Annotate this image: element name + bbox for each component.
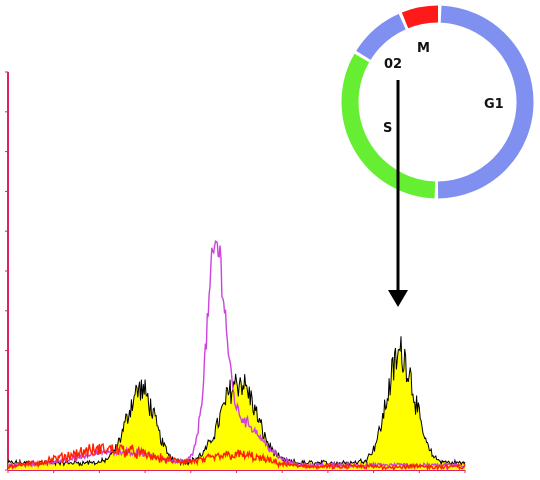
axis-ticks (5, 71, 466, 473)
cell-cycle-ring: M G1 S 02 (341, 5, 534, 199)
m-phase-label: M (417, 41, 430, 56)
s-phase-label: S (383, 121, 392, 136)
series-0-area (8, 336, 465, 470)
g1-phase-arc (437, 5, 534, 199)
arrow-head (388, 290, 408, 307)
histogram-plot (5, 71, 466, 473)
g1-phase-label: G1 (484, 97, 504, 112)
s-phase-arc (341, 53, 436, 199)
series-2-line (7, 443, 466, 472)
g2-phase-label: 02 (384, 57, 402, 72)
series-1-line (7, 240, 466, 470)
series-layer (7, 240, 466, 472)
m-phase-arc (401, 5, 439, 29)
series-0-line (7, 336, 466, 467)
g1-peak-arrow (388, 80, 408, 307)
g2-phase-arc (356, 13, 406, 61)
